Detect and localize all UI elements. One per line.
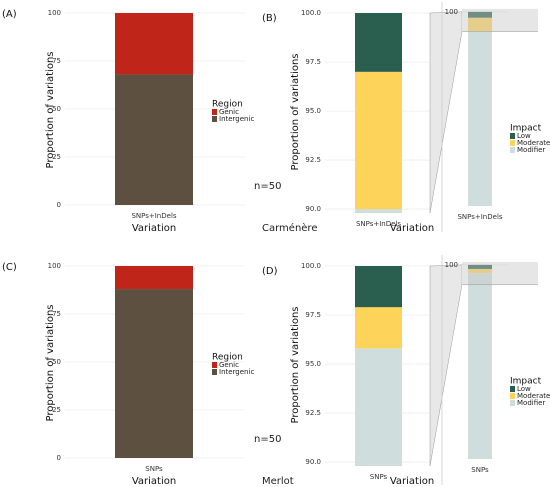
legend-swatch: [510, 147, 515, 153]
bar-segment: [468, 11, 492, 18]
y-tick-label: 75: [52, 310, 61, 318]
legend-title: Impact: [510, 124, 542, 134]
bar-segment: [355, 307, 402, 349]
legend-label: Intergenic: [219, 368, 254, 376]
bar-segment: [115, 266, 193, 290]
legend-swatch: [212, 369, 217, 375]
bar-segment: [355, 71, 402, 210]
annotation: n=50: [254, 434, 281, 445]
panel-label: (C): [2, 262, 17, 273]
y-tick-label: 100: [445, 8, 458, 16]
legend-label: Intergenic: [219, 115, 254, 123]
y-tick-label: 75: [52, 57, 61, 65]
x-tick-label: SNPs: [471, 466, 489, 474]
x-axis-title: Variation: [390, 223, 434, 234]
y-tick-label: 100: [48, 9, 61, 17]
x-axis-title: Variation: [390, 476, 434, 487]
panel-label: (D): [262, 266, 278, 277]
bar-segment: [115, 13, 193, 75]
bar-segment: [115, 289, 193, 458]
bar-segment: [355, 13, 402, 72]
legend-swatch: [212, 116, 217, 122]
y-tick-label: 0: [57, 454, 61, 462]
legend-label: Genic: [219, 108, 239, 116]
bar-segment: [468, 31, 492, 207]
bar-segment: [468, 268, 492, 274]
x-tick-label: SNPs+InDels: [356, 220, 401, 228]
legend-title: Region: [212, 353, 243, 363]
y-tick-label: 97.5: [305, 311, 321, 319]
x-tick-label: SNPs+InDels: [131, 212, 176, 220]
panel-label: (B): [262, 13, 277, 24]
y-tick-label: 92.5: [305, 156, 321, 164]
y-tick-label: 92.5: [305, 409, 321, 417]
legend-label: Low: [517, 385, 531, 393]
bar-segment: [468, 17, 492, 32]
legend-label: Modifier: [517, 146, 545, 154]
legend-swatch: [212, 362, 217, 368]
legend-swatch: [212, 109, 217, 115]
legend-swatch: [510, 393, 515, 399]
legend-swatch: [510, 386, 515, 392]
bar-segment: [115, 74, 193, 205]
x-axis-title: Variation: [132, 476, 176, 487]
y-axis-title: Proportion of variations: [45, 304, 56, 421]
zoom-connector: [429, 11, 463, 214]
bar-segment: [468, 264, 492, 269]
y-tick-label: 97.5: [305, 58, 321, 66]
y-tick-label: 95.0: [305, 107, 321, 115]
y-tick-label: 25: [52, 406, 61, 414]
legend-label: Moderate: [517, 139, 550, 147]
y-axis-title: Proportion of variations: [290, 53, 301, 170]
legend-title: Region: [212, 100, 243, 110]
cultivar-label: Merlot: [262, 476, 294, 487]
legend-label: Moderate: [517, 392, 550, 400]
y-tick-label: 25: [52, 153, 61, 161]
x-tick-label: SNPs+InDels: [457, 213, 502, 221]
y-tick-label: 100.0: [301, 262, 321, 270]
y-tick-label: 0: [57, 201, 61, 209]
legend-title: Impact: [510, 377, 542, 387]
legend-swatch: [510, 140, 515, 146]
bar-segment: [355, 209, 402, 213]
legend-label: Modifier: [517, 399, 545, 407]
panel-label: (A): [2, 9, 17, 20]
zoom-connector: [429, 264, 463, 467]
x-tick-label: SNPs: [370, 473, 388, 481]
y-axis-title: Proportion of variations: [45, 51, 56, 168]
cultivar-label: Carménère: [262, 222, 317, 234]
y-tick-label: 90.0: [305, 458, 321, 466]
annotation: n=50: [254, 181, 281, 192]
legend-swatch: [510, 133, 515, 139]
y-tick-label: 50: [52, 105, 61, 113]
zoom-region: [462, 261, 538, 285]
y-tick-label: 100: [48, 262, 61, 270]
y-tick-label: 95.0: [305, 360, 321, 368]
x-tick-label: SNPs: [145, 465, 163, 473]
bar-segment: [355, 266, 402, 308]
y-tick-label: 100: [445, 261, 458, 269]
y-tick-label: 50: [52, 358, 61, 366]
y-axis-title: Proportion of variations: [290, 306, 301, 423]
bar-segment: [468, 273, 492, 459]
zoom-region: [462, 8, 538, 32]
y-tick-label: 90.0: [305, 205, 321, 213]
bar-segment: [355, 348, 402, 466]
legend-swatch: [510, 400, 515, 406]
x-axis-title: Variation: [132, 223, 176, 234]
legend-label: Genic: [219, 361, 239, 369]
y-tick-label: 100.0: [301, 9, 321, 17]
legend-label: Low: [517, 132, 531, 140]
